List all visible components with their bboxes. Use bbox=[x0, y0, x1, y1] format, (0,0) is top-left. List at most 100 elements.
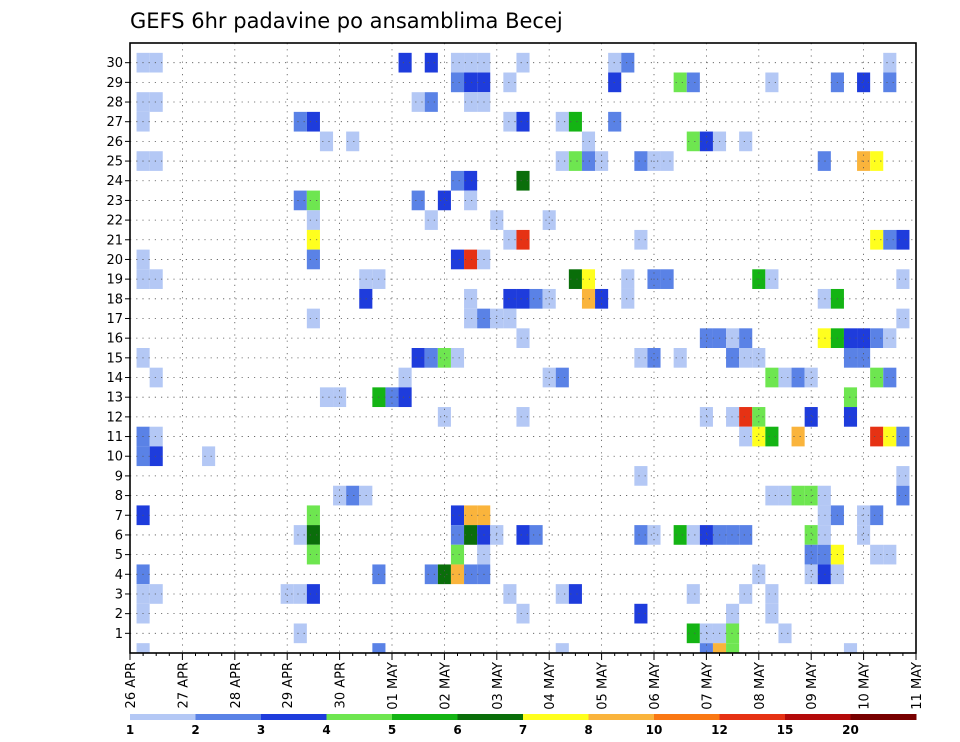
heatmap-cell bbox=[568, 269, 582, 289]
colorbar-swatch bbox=[392, 714, 458, 720]
heatmap-cell bbox=[870, 426, 884, 447]
heatmap-cell bbox=[804, 407, 818, 427]
heatmap-cell bbox=[516, 111, 530, 132]
heatmap-cell bbox=[542, 288, 556, 309]
heatmap-cell bbox=[333, 485, 347, 506]
colorbar-swatch bbox=[588, 714, 655, 720]
heatmap-cell bbox=[765, 584, 779, 604]
heatmap-cells bbox=[136, 52, 910, 653]
y-tick-label: 6 bbox=[115, 528, 123, 543]
heatmap-cell bbox=[464, 190, 478, 211]
gridlines bbox=[130, 43, 916, 653]
heatmap-cell bbox=[883, 544, 897, 565]
heatmap-cell bbox=[857, 328, 871, 348]
heatmap-cell bbox=[503, 308, 517, 329]
heatmap-cell bbox=[293, 111, 307, 132]
y-tick-label: 14 bbox=[106, 371, 123, 386]
heatmap-cell bbox=[660, 151, 674, 171]
heatmap-cell bbox=[464, 170, 478, 191]
heatmap-cell bbox=[621, 269, 635, 289]
heatmap-cell bbox=[529, 525, 543, 545]
y-tick-label: 27 bbox=[106, 115, 123, 130]
y-tick-label: 24 bbox=[106, 174, 123, 189]
heatmap-cell bbox=[372, 643, 386, 653]
heatmap-cell bbox=[870, 505, 884, 526]
y-tick-label: 10 bbox=[106, 450, 123, 465]
heatmap-cell bbox=[791, 426, 805, 447]
heatmap-cell bbox=[346, 131, 360, 152]
heatmap-cell bbox=[686, 131, 700, 152]
heatmap-cell bbox=[686, 623, 700, 644]
heatmap-cell bbox=[437, 564, 451, 585]
heatmap-cell bbox=[437, 348, 451, 368]
y-tick-label: 16 bbox=[106, 332, 123, 347]
heatmap-cell bbox=[581, 288, 596, 309]
heatmap-cell bbox=[870, 367, 884, 388]
heatmap-cell bbox=[503, 288, 517, 309]
heatmap-cell bbox=[437, 407, 451, 427]
heatmap-cell bbox=[686, 525, 700, 545]
heatmap-cell bbox=[306, 229, 320, 250]
heatmap-cell bbox=[293, 623, 307, 644]
heatmap-cell bbox=[424, 92, 438, 112]
heatmap-cell bbox=[516, 407, 530, 427]
heatmap-cell bbox=[765, 485, 779, 506]
colorbar-swatch bbox=[130, 714, 196, 720]
heatmap-cell bbox=[765, 269, 779, 289]
heatmap-cell bbox=[398, 52, 412, 73]
heatmap-cell bbox=[306, 210, 320, 230]
colorbar-label: 7 bbox=[519, 723, 527, 737]
heatmap-cell bbox=[883, 52, 897, 73]
heatmap-cell bbox=[634, 603, 648, 624]
y-tick-label: 15 bbox=[106, 351, 123, 366]
heatmap-cell bbox=[896, 269, 910, 289]
heatmap-cell bbox=[398, 387, 412, 408]
y-tick-label: 8 bbox=[115, 489, 123, 504]
heatmap-cell bbox=[149, 446, 163, 467]
heatmap-cell bbox=[739, 426, 753, 447]
heatmap-cell bbox=[804, 525, 818, 545]
heatmap-cell bbox=[529, 288, 543, 309]
heatmap-cell bbox=[516, 170, 530, 191]
heatmap-cell bbox=[503, 584, 517, 604]
colorbar-label: 5 bbox=[388, 723, 396, 737]
heatmap-cell bbox=[739, 584, 753, 604]
heatmap-cell bbox=[516, 525, 530, 545]
y-tick-label: 26 bbox=[106, 135, 123, 150]
heatmap-cell bbox=[765, 367, 779, 388]
x-tick-label: 11 MAY bbox=[910, 662, 925, 710]
heatmap-cell bbox=[542, 367, 556, 388]
heatmap-cell bbox=[319, 131, 334, 152]
heatmap-cell bbox=[581, 269, 596, 289]
heatmap-cell bbox=[843, 407, 858, 427]
heatmap-cell bbox=[306, 111, 320, 132]
heatmap-cell bbox=[306, 525, 320, 545]
heatmap-cell bbox=[516, 229, 530, 250]
heatmap-cell bbox=[673, 525, 687, 545]
colorbar-label: 12 bbox=[711, 723, 728, 737]
heatmap-cell bbox=[149, 584, 163, 604]
y-axis-ticks: 1234567891011121314151617181920212223242… bbox=[106, 56, 130, 642]
heatmap-cell bbox=[817, 288, 831, 309]
x-tick-label: 01 MAY bbox=[386, 662, 401, 710]
heatmap-cell bbox=[424, 52, 438, 73]
heatmap-cell bbox=[817, 525, 831, 545]
heatmap-cell bbox=[778, 623, 792, 644]
x-tick-label: 10 MAY bbox=[858, 662, 873, 710]
heatmap-cell bbox=[464, 52, 478, 73]
heatmap-cell bbox=[555, 367, 569, 388]
heatmap-cell bbox=[752, 407, 766, 427]
heatmap-cell bbox=[450, 52, 465, 73]
heatmap-cell bbox=[660, 269, 674, 289]
heatmap-cell bbox=[883, 229, 897, 250]
heatmap-cell bbox=[896, 308, 910, 329]
heatmap-cell bbox=[568, 151, 582, 171]
y-tick-label: 1 bbox=[115, 627, 123, 642]
colorbar-label: 2 bbox=[191, 723, 199, 737]
heatmap-cell bbox=[699, 131, 713, 152]
colorbar-label: 4 bbox=[322, 723, 330, 737]
heatmap-cell bbox=[673, 348, 687, 368]
heatmap-cell bbox=[306, 249, 320, 270]
heatmap-cell bbox=[306, 505, 320, 526]
x-tick-label: 29 APR bbox=[281, 662, 296, 708]
